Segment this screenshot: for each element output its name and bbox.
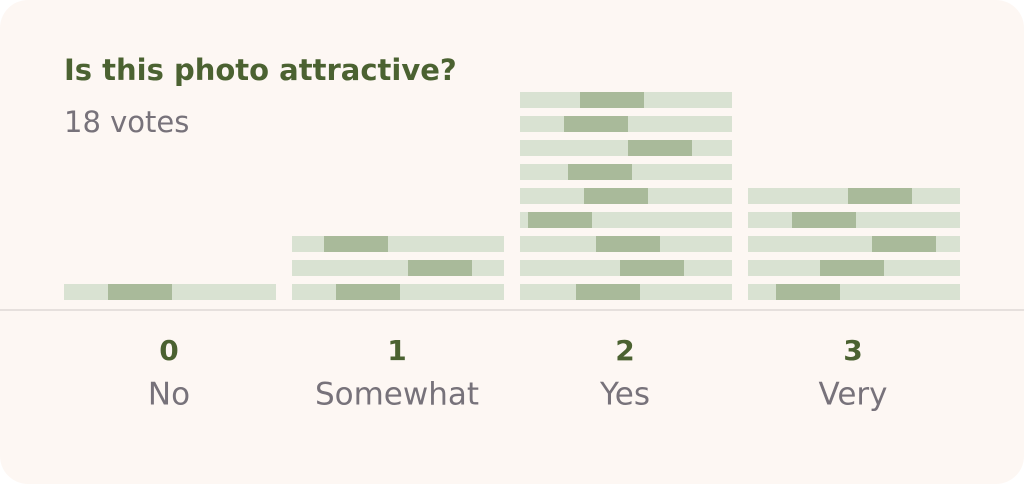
vote-strip-accent xyxy=(568,164,632,180)
vote-strip-accent xyxy=(848,188,912,204)
vote-strip-accent xyxy=(336,284,400,300)
option-label: Somewhat xyxy=(315,377,479,413)
vote-strip-accent xyxy=(584,188,648,204)
vote-strip-accent xyxy=(872,236,936,252)
vote-column xyxy=(64,284,276,300)
score-label: 3 xyxy=(843,334,862,367)
vote-count: 18 votes xyxy=(64,105,189,139)
vote-strip-accent xyxy=(528,212,592,228)
poll-title: Is this photo attractive? xyxy=(64,53,457,87)
vote-strip xyxy=(520,140,732,156)
vote-column xyxy=(292,236,504,300)
vote-strip-accent xyxy=(596,236,660,252)
vote-strip-accent xyxy=(580,92,644,108)
vote-strip-accent xyxy=(628,140,692,156)
option-label: Very xyxy=(819,377,888,413)
vote-strip xyxy=(292,260,504,276)
vote-strip-accent xyxy=(564,116,628,132)
vote-strip-accent xyxy=(792,212,856,228)
score-label: 1 xyxy=(387,334,406,367)
vote-strip-accent xyxy=(324,236,388,252)
vote-column xyxy=(748,188,960,300)
vote-strip-accent xyxy=(108,284,172,300)
option-label: Yes xyxy=(599,377,650,413)
vote-strip-accent xyxy=(620,260,684,276)
vote-strip-accent xyxy=(820,260,884,276)
vote-strip-accent xyxy=(776,284,840,300)
option-label: No xyxy=(148,377,190,413)
vote-strip-accent xyxy=(408,260,472,276)
vote-strip-accent xyxy=(576,284,640,300)
vote-column xyxy=(520,92,732,300)
score-label: 0 xyxy=(159,334,178,367)
score-label: 2 xyxy=(615,334,634,367)
vote-strip xyxy=(292,236,504,252)
